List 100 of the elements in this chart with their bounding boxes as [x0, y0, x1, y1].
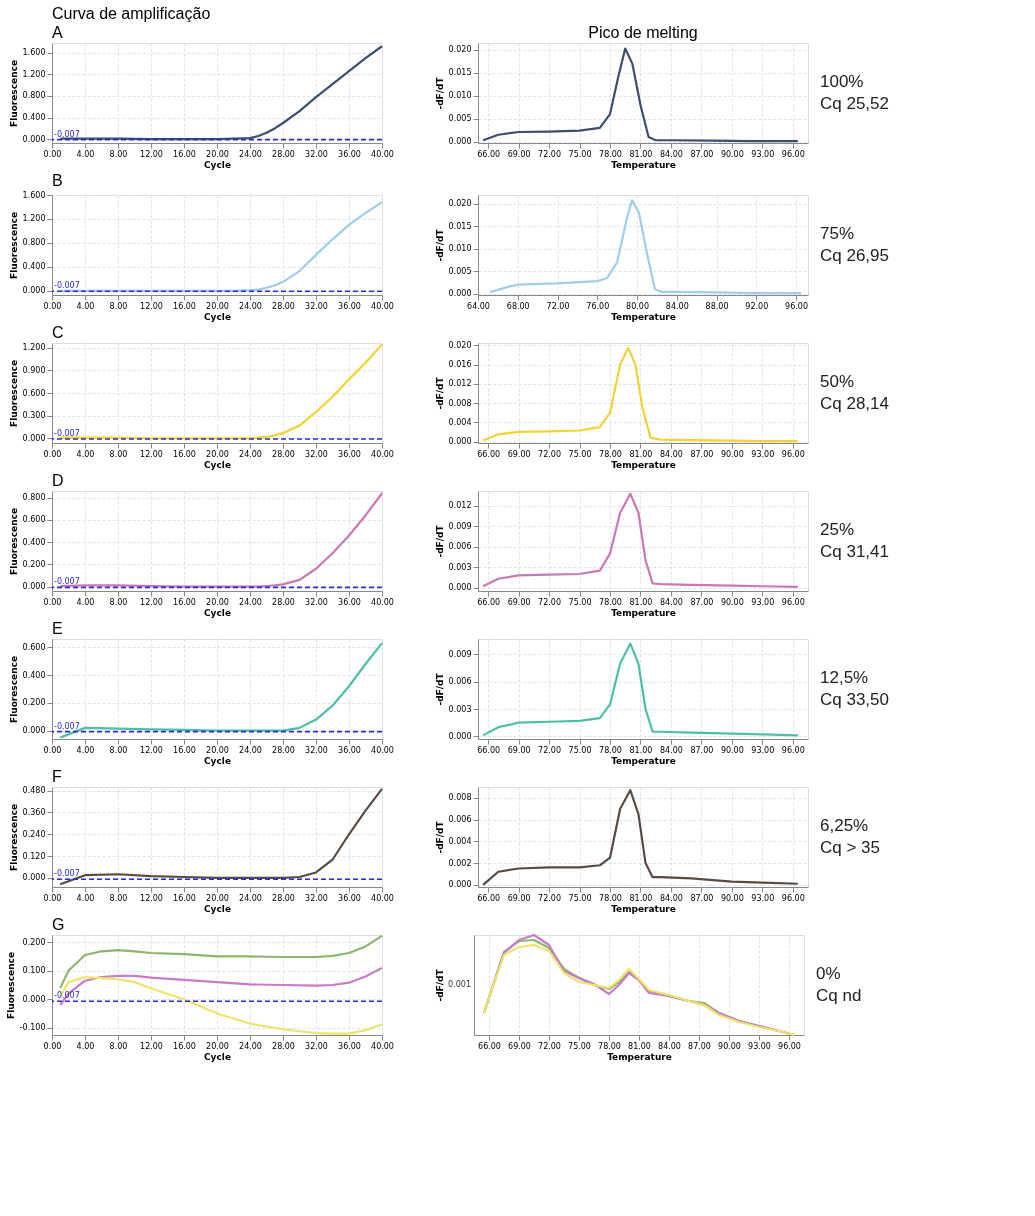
- x-tick-label: 96.00: [781, 893, 805, 903]
- y-tick-label: 0.240: [22, 829, 46, 839]
- chart-title: Curva de amplificação: [52, 5, 211, 22]
- x-tick-label: 28.00: [272, 149, 295, 159]
- x-tick-label: 40.00: [371, 149, 394, 159]
- x-tick-label: 64.00: [467, 301, 490, 311]
- y-tick-label: 0.006: [448, 677, 472, 687]
- x-tick-label: 78.00: [599, 149, 622, 159]
- x-tick-label: 68.00: [506, 301, 530, 311]
- x-tick-label: 12.00: [140, 449, 163, 459]
- ref-line-label: -0.007: [54, 281, 80, 291]
- y-tick-label: 0.005: [448, 114, 472, 124]
- y-axis-title: -dF/dT: [434, 524, 445, 558]
- x-tick-label: 75.00: [568, 449, 592, 459]
- x-tick-label: 88.00: [705, 301, 729, 311]
- y-tick-label: 0.360: [22, 807, 46, 817]
- x-tick-label: 12.00: [140, 301, 163, 311]
- x-axis-title: Cycle: [204, 311, 231, 322]
- y-tick-label: 0.002: [448, 858, 472, 868]
- ref-line-label: -0.007: [54, 577, 80, 587]
- x-tick-label: 84.00: [659, 893, 683, 903]
- x-tick-label: 20.00: [206, 149, 229, 159]
- x-tick-label: 96.00: [781, 149, 805, 159]
- text: 6,25%: [820, 816, 869, 835]
- x-tick-label: 28.00: [272, 893, 295, 903]
- x-tick-label: 66.00: [477, 893, 501, 903]
- y-axis-title: -dF/dT: [434, 376, 445, 410]
- x-tick-label: 4.00: [76, 893, 95, 903]
- text: Cq nd: [816, 986, 862, 1005]
- y-tick-label: 0.800: [22, 238, 46, 248]
- y-tick-label: 0.000: [22, 582, 46, 592]
- x-tick-label: 84.00: [659, 597, 683, 607]
- x-tick-label: 72.00: [538, 597, 562, 607]
- y-tick-label: 0.006: [448, 815, 472, 825]
- x-axis-title: Cycle: [204, 1051, 231, 1062]
- x-tick-label: 93.00: [751, 893, 775, 903]
- y-tick-label: 0.600: [22, 642, 46, 652]
- ref-line-label: -0.007: [54, 129, 80, 139]
- x-tick-label: 4.00: [76, 301, 95, 311]
- y-tick-label: 0.009: [448, 521, 472, 531]
- x-tick-label: 69.00: [507, 149, 531, 159]
- x-tick-label: 0.00: [43, 597, 62, 607]
- x-axis-title: Temperature: [611, 607, 676, 618]
- x-tick-label: 72.00: [538, 893, 562, 903]
- x-tick-label: 32.00: [305, 449, 328, 459]
- x-tick-label: 90.00: [720, 893, 744, 903]
- y-tick-label: 0.400: [22, 670, 46, 680]
- x-tick-label: 8.00: [109, 1041, 128, 1051]
- x-axis-title: Temperature: [611, 159, 676, 170]
- x-tick-label: 16.00: [173, 301, 196, 311]
- x-tick-label: 0.00: [43, 893, 62, 903]
- x-tick-label: 4.00: [76, 597, 95, 607]
- x-tick-label: 20.00: [206, 301, 229, 311]
- x-tick-label: 0.00: [43, 301, 62, 311]
- y-axis-title: Fluorescence: [8, 359, 19, 428]
- y-tick-label: 0.010: [448, 244, 472, 254]
- y-tick-label: 0.000: [22, 726, 46, 736]
- x-tick-label: 32.00: [305, 149, 328, 159]
- x-tick-label: 36.00: [338, 149, 361, 159]
- y-tick-label: 1.600: [22, 190, 46, 200]
- chart-title: F: [52, 767, 62, 785]
- x-tick-label: 36.00: [338, 745, 361, 755]
- y-tick-label: 0.009: [448, 649, 472, 659]
- y-tick-label: 0.016: [448, 360, 472, 370]
- x-tick-label: 87.00: [690, 149, 714, 159]
- y-tick-label: 0.480: [22, 786, 46, 796]
- x-tick-label: 69.00: [507, 597, 531, 607]
- y-axis-title: Fluorescence: [8, 59, 19, 128]
- x-tick-label: 8.00: [109, 149, 128, 159]
- y-tick-label: 0.000: [448, 437, 472, 447]
- x-axis-title: Temperature: [607, 1051, 672, 1062]
- x-axis-title: Cycle: [204, 459, 231, 470]
- x-tick-label: 24.00: [239, 893, 262, 903]
- text: 50%: [820, 372, 855, 391]
- x-tick-label: 12.00: [140, 149, 163, 159]
- x-tick-label: 96.00: [781, 745, 805, 755]
- x-tick-label: 75.00: [568, 1041, 591, 1051]
- x-tick-label: 20.00: [206, 597, 229, 607]
- y-tick-label: 0.120: [22, 851, 46, 861]
- y-axis-title: -dF/dT: [434, 968, 445, 1002]
- y-tick-label: 1.200: [22, 214, 46, 224]
- y-tick-label: 1.200: [22, 69, 46, 79]
- x-tick-label: 0.00: [43, 449, 62, 459]
- y-tick-label: 1.200: [22, 343, 46, 353]
- x-tick-label: 0.00: [43, 745, 62, 755]
- text: 25%: [820, 520, 855, 539]
- x-tick-label: 87.00: [690, 893, 714, 903]
- line-series: [481, 642, 799, 737]
- x-tick-label: 36.00: [338, 1041, 361, 1051]
- x-tick-label: 4.00: [76, 449, 95, 459]
- y-tick-label: 0.000: [448, 583, 472, 593]
- text: Cq 28,14: [820, 394, 889, 413]
- x-tick-label: 93.00: [751, 597, 775, 607]
- y-tick-label: 0.100: [22, 966, 46, 976]
- text: Cq > 35: [820, 838, 881, 857]
- x-tick-label: 69.00: [508, 1041, 531, 1051]
- x-axis-title: Temperature: [611, 903, 676, 914]
- chart-title: C: [52, 324, 64, 341]
- text: 12,5%: [820, 668, 869, 687]
- x-tick-label: 87.00: [688, 1041, 711, 1051]
